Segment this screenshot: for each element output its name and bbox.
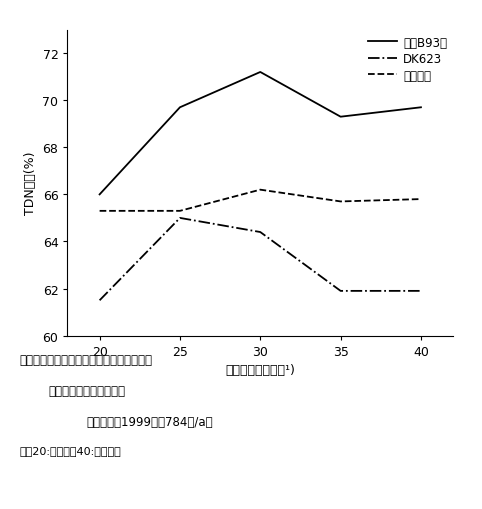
DK623 — [97, 298, 103, 304]
Text: 推定ＴＤＮ含量との関係: 推定ＴＤＮ含量との関係 — [48, 384, 125, 397]
九交B93号 — [177, 105, 183, 111]
DK623 — [257, 230, 263, 236]
セシリア — [97, 208, 103, 214]
九交B93号 — [338, 115, 344, 121]
九交B93号 — [97, 192, 103, 198]
DK623 — [338, 288, 344, 294]
セシリア — [418, 196, 424, 203]
Legend: 九交B93号, DK623, セシリア: 九交B93号, DK623, セシリア — [368, 37, 447, 82]
Line: 九交B93号: 九交B93号 — [100, 73, 421, 195]
Text: （育成地、1999年、784本/a）: （育成地、1999年、784本/a） — [87, 415, 214, 428]
X-axis label: 絹糸抜出期後日数¹): 絹糸抜出期後日数¹) — [226, 363, 295, 377]
Text: １）20:乳熱期、40:完熟初期: １）20:乳熱期、40:完熟初期 — [19, 445, 121, 456]
Y-axis label: TDN含量(%): TDN含量(%) — [24, 152, 37, 215]
セシリア — [338, 199, 344, 205]
Text: 図１．刈取りステージとホールクロップの: 図１．刈取りステージとホールクロップの — [19, 354, 152, 366]
Line: セシリア: セシリア — [100, 190, 421, 211]
DK623 — [418, 288, 424, 294]
九交B93号 — [257, 70, 263, 76]
セシリア — [257, 187, 263, 193]
九交B93号 — [418, 105, 424, 111]
DK623 — [177, 215, 183, 221]
セシリア — [177, 208, 183, 214]
Line: DK623: DK623 — [100, 218, 421, 301]
